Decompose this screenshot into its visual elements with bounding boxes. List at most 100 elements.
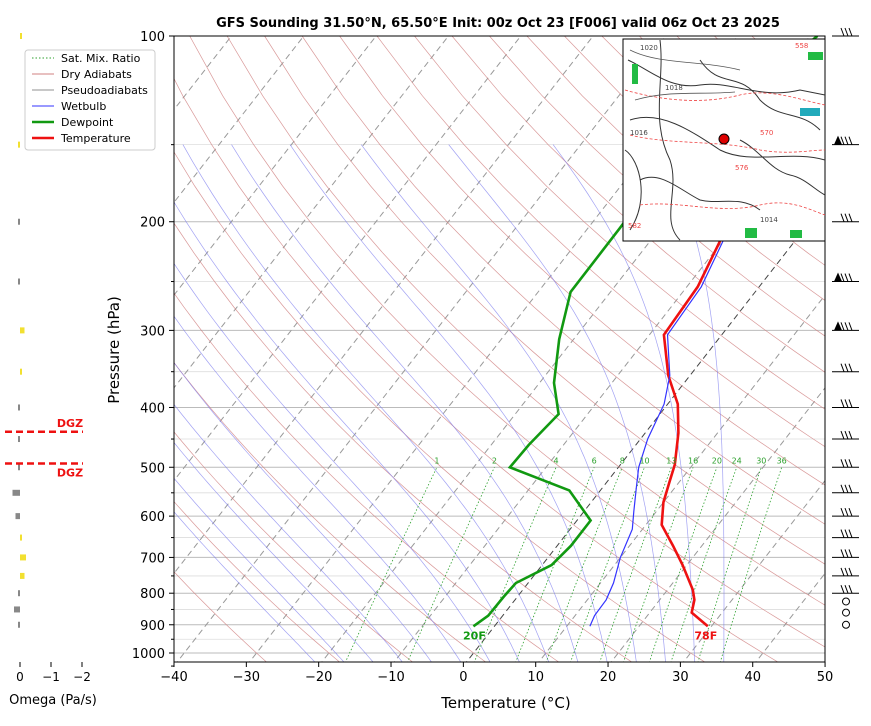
wind-barb-tick [844, 322, 849, 331]
x-tick-label: 10 [527, 670, 544, 685]
map-thickness-label: 582 [628, 222, 641, 230]
mixing-ratio-line [623, 467, 694, 662]
omega-bar [18, 621, 20, 628]
wind-barb-tick [844, 459, 849, 468]
wind-barb-tick [844, 549, 849, 558]
legend: Sat. Mix. Ratio Dry Adiabats Pseudoadiabat… [24, 49, 156, 151]
dry-adiabat-line [174, 292, 560, 662]
dry-adiabat-line [526, 36, 825, 301]
isotherm-line [174, 36, 522, 482]
y-tick-label: 1000 [132, 647, 165, 662]
wind-barb-tick [848, 484, 853, 493]
surface-dewpoint-label: 20F [463, 629, 486, 642]
wind-barb-tick [848, 273, 853, 282]
isotherm-line [465, 201, 825, 662]
wind-barb-tick [844, 399, 849, 408]
isotherm-line [174, 36, 594, 575]
sounding-series [472, 36, 825, 628]
map-thickness-line [624, 89, 826, 106]
inset-map: 1020 1018 1016 1014 558 570 576 582 [622, 38, 826, 242]
pseudoadiabat-line [174, 403, 403, 662]
dry-adiabat-line [339, 36, 825, 486]
omega-bar [20, 368, 22, 375]
wind-barb-tick [848, 322, 853, 331]
map-precip-area [632, 64, 638, 84]
dry-adiabat-line [174, 362, 487, 662]
wind-barb-tick [844, 567, 849, 577]
wind-barb-tick [840, 27, 845, 37]
map-isobar-label: 1018 [665, 84, 683, 92]
y-tick-label: 800 [140, 587, 165, 602]
series-dewpoint-line [472, 36, 819, 628]
mixing-ratio-label: 36 [777, 456, 787, 465]
wind-barb-tick [840, 399, 845, 408]
isotherm-line [174, 36, 377, 296]
dry-adiabat-line [489, 36, 825, 337]
dry-adiabat-line [414, 36, 825, 410]
map-border-line [624, 149, 642, 231]
wind-barb-tick [848, 27, 853, 37]
map-precip-area [800, 108, 820, 116]
mixing-ratio-label: 6 [592, 456, 597, 465]
dry-adiabat-line [189, 36, 825, 648]
wind-barb-tick [848, 549, 853, 558]
wind-barb-tick [840, 484, 845, 493]
map-isobar-label: 1020 [640, 44, 658, 52]
dry-adiabat-line [174, 77, 779, 662]
pseudoadiabat-line [661, 144, 725, 662]
pseudoadiabat-line [174, 477, 345, 662]
omega-bar [18, 404, 20, 411]
pseudoadiabat-line [174, 201, 520, 662]
pseudoadiabat-line [182, 144, 550, 662]
wind-barb-tick [844, 585, 849, 594]
map-thickness-line [629, 134, 826, 153]
map-border-line [739, 139, 826, 196]
dry-adiabat-line [174, 431, 414, 662]
wind-barb-tick [840, 459, 845, 468]
isotherm-line [174, 36, 449, 389]
pseudoadiabat-line [174, 262, 491, 662]
legend-label: Sat. Mix. Ratio [61, 52, 141, 65]
pseudoadiabat-line [448, 144, 666, 662]
omega-bar [12, 489, 20, 496]
mixing-ratio-label: 20 [712, 456, 722, 465]
omega-axis-label: Omega (Pa/s) [9, 693, 97, 708]
pseudoadiabat-line [174, 315, 462, 662]
dry-adiabat-line [301, 36, 825, 525]
mixing-ratio-line [670, 467, 738, 662]
mixing-ratio-line [697, 467, 762, 662]
wind-barb-flag [834, 321, 842, 331]
y-axis-label: Pressure (hPa) [105, 296, 123, 404]
mixing-ratio-line [545, 467, 623, 662]
x-tick-label: 0 [459, 670, 467, 685]
dry-adiabat-line [174, 501, 341, 662]
mixing-ratio-label: 2 [492, 456, 497, 465]
x-tick-label: −10 [377, 670, 404, 685]
y-tick-label: 900 [140, 619, 165, 634]
map-isobar-label: 1014 [760, 216, 778, 224]
mixing-ratio-label: 8 [620, 456, 625, 465]
pseudoadiabat-line [174, 362, 432, 662]
dry-adiabat-line [174, 571, 267, 662]
wind-barb-tick [840, 136, 845, 145]
mixing-ratio-label: 4 [554, 456, 559, 465]
map-isobar-line [634, 91, 736, 101]
omega-bar [20, 554, 26, 561]
omega-bar [14, 606, 20, 613]
legend-box [24, 49, 156, 151]
isotherm-line [174, 36, 305, 204]
omega-panel: 0 −1 −2 DGZ DGZ [5, 33, 91, 684]
mixing-ratio-label: 10 [639, 456, 649, 465]
wind-barb-tick [848, 567, 853, 577]
surface-temperature-label: 78F [694, 629, 717, 642]
x-tick-label: 20 [600, 670, 617, 685]
omega-bar [18, 464, 20, 471]
mixing-ratio-label: 13 [666, 456, 676, 465]
dry-adiabat-line [226, 36, 825, 606]
wind-barb-tick [844, 213, 849, 222]
mixing-ratio-line [719, 467, 783, 662]
wind-barb-tick [844, 136, 849, 145]
wind-barb-tick [848, 136, 853, 145]
mixing-ratio-label: 24 [732, 456, 742, 465]
wind-barb-tick [840, 363, 845, 372]
